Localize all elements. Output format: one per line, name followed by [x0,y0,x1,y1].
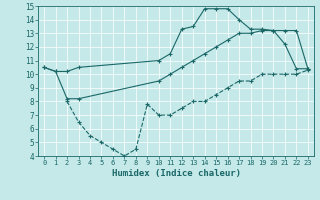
X-axis label: Humidex (Indice chaleur): Humidex (Indice chaleur) [111,169,241,178]
